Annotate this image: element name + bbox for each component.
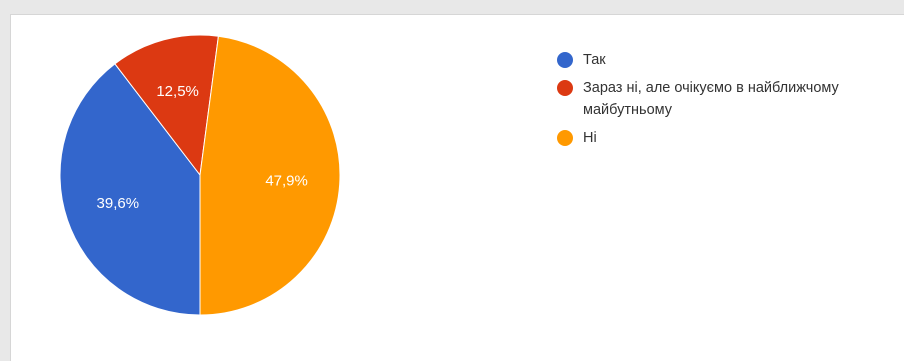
pie-chart: 39,6% 12,5% 47,9%	[59, 34, 341, 316]
pie-slice-tak[interactable]	[59, 63, 201, 316]
legend-item-ni[interactable]: Ні	[557, 127, 904, 149]
legend-label-ni: Ні	[583, 130, 597, 146]
pie-slice-zaraz-ni[interactable]	[114, 34, 219, 177]
cropped-title-strip	[280, 0, 670, 6]
legend-label-tak: Так	[583, 52, 606, 68]
chart-card: 39,6% 12,5% 47,9% Так Зараз ні, але очікує…	[10, 14, 904, 361]
legend-item-tak[interactable]: Так	[557, 49, 904, 71]
legend-swatch-zaraz-ni	[557, 80, 573, 96]
legend-swatch-tak	[557, 52, 573, 68]
legend-label-zaraz-ni: Зараз ні, але очікуємо в найближчому май…	[583, 80, 839, 118]
chart-legend: Так Зараз ні, але очікуємо в найближчому…	[557, 49, 904, 155]
pie-slice-ni[interactable]	[199, 35, 341, 316]
legend-swatch-ni	[557, 130, 573, 146]
slice-label-ni: 47,9%	[265, 173, 308, 190]
slice-label-zaraz-ni: 12,5%	[156, 83, 199, 100]
slice-label-tak: 39,6%	[97, 195, 140, 212]
legend-item-zaraz-ni[interactable]: Зараз ні, але очікуємо в найближчому май…	[557, 77, 904, 121]
